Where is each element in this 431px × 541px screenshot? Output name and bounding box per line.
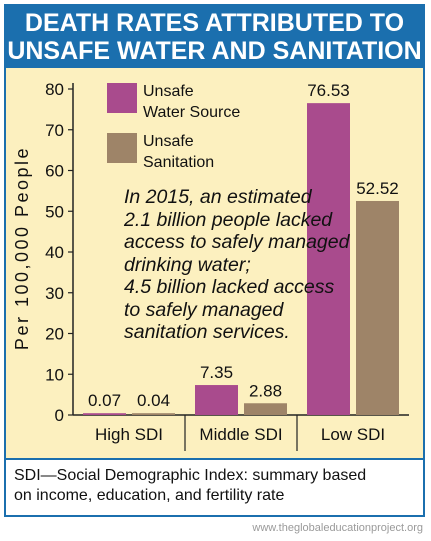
data-label: 76.53	[307, 81, 350, 100]
y-tick-label: 70	[45, 121, 64, 140]
category-label: Low SDI	[321, 425, 385, 444]
annotation-line: drinking water;	[124, 253, 251, 276]
annotation-line: sanitation services.	[124, 321, 290, 343]
y-tick-label: 10	[45, 365, 64, 384]
data-label: 0.07	[88, 391, 121, 410]
annotation-line: access to safely managed	[124, 231, 350, 253]
legend-label: Unsafe	[143, 133, 194, 150]
y-tick-label: 80	[45, 80, 64, 99]
legend-swatch	[107, 133, 137, 163]
data-label: 52.52	[356, 179, 399, 198]
y-tick-label: 40	[45, 243, 64, 262]
y-tick-label: 60	[45, 162, 64, 181]
annotation-line: In 2015, an estimated	[124, 186, 312, 208]
bar-water	[307, 103, 350, 415]
annotation-line: 4.5 billion lacked access	[124, 276, 335, 298]
y-tick-label: 50	[45, 202, 64, 221]
y-tick-label: 20	[45, 325, 64, 344]
footnote-line-1: SDI—Social Demographic Index: summary ba…	[14, 467, 367, 484]
legend-label: Sanitation	[143, 154, 214, 171]
infographic-frame: DEATH RATES ATTRIBUTED TO UNSAFE WATER A…	[4, 4, 425, 517]
legend-label: Water Source	[143, 104, 240, 121]
bar-sanitation	[356, 200, 399, 415]
title-line-2: UNSAFE WATER AND SANITATION	[7, 37, 422, 65]
category-label: Middle SDI	[199, 425, 282, 444]
legend-label: Unsafe	[143, 83, 194, 100]
title-banner: DEATH RATES ATTRIBUTED TO UNSAFE WATER A…	[6, 6, 423, 68]
category-label: High SDI	[95, 425, 163, 444]
bar-sanitation	[132, 413, 175, 415]
y-tick-label: 0	[55, 406, 64, 425]
bar-chart: 0 10 20 30 40 50 60 70 80 Per 100,000 People High …	[12, 80, 409, 451]
data-label: 2.88	[249, 381, 282, 400]
bar-water	[195, 385, 238, 415]
annotation-note: In 2015, an estimated 2.1 billion people …	[124, 186, 350, 344]
bar-water	[83, 413, 126, 415]
y-tick-label: 30	[45, 284, 64, 303]
source-credit: www.theglobaleducationproject.org	[252, 522, 423, 534]
footnote: SDI—Social Demographic Index: summary ba…	[6, 458, 423, 515]
data-label: 0.04	[137, 391, 170, 410]
footnote-line-2: on income, education, and fertility rate	[14, 487, 285, 504]
y-axis-label: Per 100,000 People	[12, 146, 32, 350]
data-label: 7.35	[200, 363, 233, 382]
annotation-line: to safely managed	[124, 298, 284, 321]
annotation-line: 2.1 billion people lacked	[124, 208, 333, 231]
bar-sanitation	[244, 403, 287, 415]
title-line-1: DEATH RATES ATTRIBUTED TO	[24, 9, 405, 37]
legend-swatch	[107, 83, 137, 113]
